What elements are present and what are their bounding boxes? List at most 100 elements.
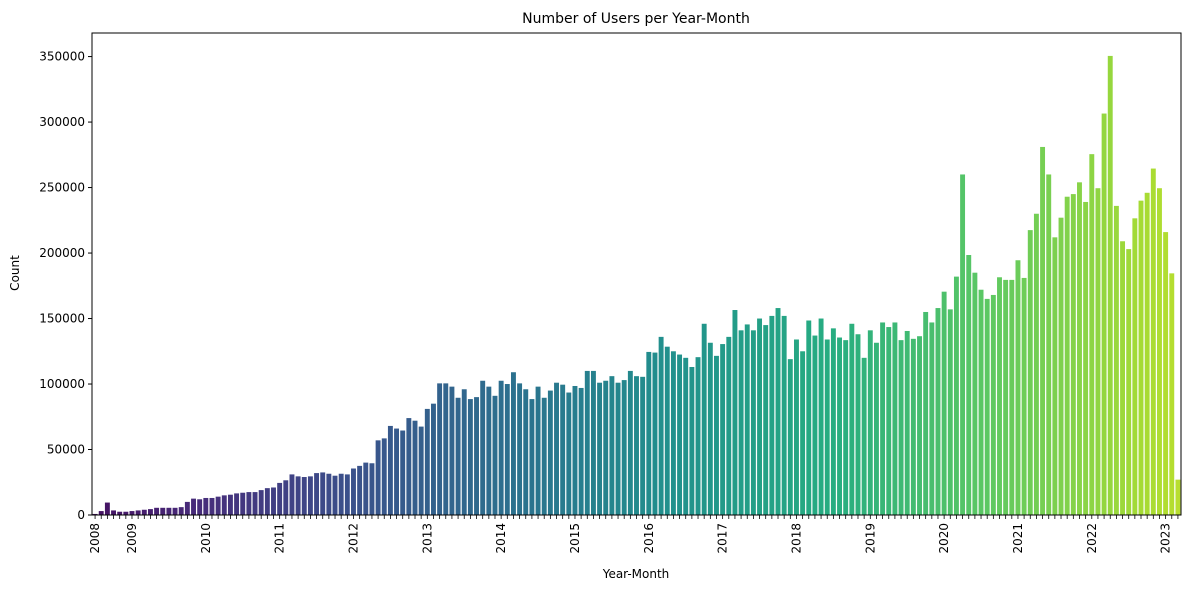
bar-75	[554, 382, 559, 515]
bar-55	[431, 403, 436, 515]
bar-36	[314, 473, 320, 515]
bar-134	[917, 336, 922, 515]
bar-82	[597, 382, 603, 515]
bar-94	[670, 351, 676, 515]
bar-151	[1021, 277, 1027, 515]
bar-106	[744, 324, 750, 515]
bar-142	[966, 255, 972, 515]
y-tick-label-2: 100000	[39, 377, 85, 391]
bar-172	[1150, 168, 1156, 515]
y-tick-label-5: 250000	[39, 181, 85, 195]
bar-50	[400, 430, 406, 515]
bar-58	[449, 386, 455, 515]
bar-166	[1113, 205, 1119, 515]
x-year-label-13: 2021	[1011, 523, 1025, 554]
bar-64	[486, 386, 492, 515]
bar-112	[781, 315, 787, 515]
bar-109	[763, 325, 769, 515]
x-year-label-3: 2011	[273, 523, 287, 554]
bar-147	[997, 277, 1002, 515]
bar-67	[504, 384, 510, 515]
bar-102	[720, 344, 726, 515]
bar-74	[547, 390, 553, 515]
bar-40	[338, 473, 344, 515]
bar-104	[732, 310, 738, 515]
bar-132	[904, 330, 910, 515]
bar-97	[689, 366, 695, 515]
bar-5	[123, 511, 129, 515]
bar-25	[246, 492, 252, 515]
bar-139	[947, 309, 953, 515]
bar-56	[437, 383, 443, 515]
bar-119	[824, 339, 830, 515]
bar-9	[147, 509, 153, 515]
y-tick-label-4: 200000	[39, 246, 85, 260]
bar-39	[332, 475, 338, 515]
bar-122	[843, 340, 849, 515]
bar-157	[1058, 217, 1064, 515]
bar-18	[203, 497, 209, 515]
bar-43	[357, 465, 363, 515]
bar-61	[467, 399, 473, 515]
x-year-label-1: 2009	[125, 523, 139, 554]
bar-28	[264, 488, 270, 515]
bar-27	[258, 490, 264, 515]
bar-76	[560, 384, 566, 515]
bar-37	[320, 472, 326, 515]
bar-115	[800, 351, 806, 515]
bar-11	[160, 507, 166, 515]
bar-103	[726, 336, 732, 515]
bar-146	[990, 294, 996, 515]
bar-145	[984, 298, 990, 515]
bar-126	[867, 330, 873, 515]
bar-159	[1070, 194, 1076, 515]
bar-171	[1144, 192, 1150, 516]
bar-69	[517, 383, 523, 515]
bar-95	[677, 354, 683, 515]
bar-154	[1040, 146, 1046, 515]
bar-107	[750, 330, 756, 515]
bar-117	[812, 335, 818, 515]
bar-32	[289, 474, 295, 515]
bar-0	[92, 513, 98, 515]
bar-90	[646, 351, 652, 515]
bar-31	[283, 480, 289, 515]
bar-89	[640, 376, 646, 515]
bar-140	[953, 276, 959, 515]
bar-23	[234, 493, 240, 515]
bar-98	[695, 357, 701, 515]
bar-148	[1003, 279, 1009, 515]
bar-86	[621, 380, 627, 515]
bar-78	[572, 385, 578, 515]
bar-79	[578, 387, 584, 515]
bar-22	[227, 494, 233, 515]
x-year-label-0: 2008	[88, 523, 102, 554]
bar-152	[1027, 230, 1033, 515]
bar-153	[1033, 213, 1039, 515]
bar-138	[941, 291, 947, 515]
bar-175	[1169, 273, 1175, 515]
bar-105	[738, 330, 744, 515]
bar-158	[1064, 196, 1070, 515]
bar-127	[873, 342, 879, 515]
bar-130	[892, 322, 898, 515]
x-year-label-4: 2012	[346, 523, 360, 554]
bar-128	[880, 322, 886, 515]
bar-17	[197, 499, 203, 515]
bar-85	[615, 382, 621, 515]
bar-125	[861, 357, 867, 515]
bar-124	[855, 334, 861, 515]
x-year-label-8: 2016	[642, 523, 656, 554]
bar-14	[178, 507, 184, 515]
bar-162	[1089, 154, 1095, 515]
bar-54	[424, 408, 430, 515]
x-year-label-10: 2018	[789, 523, 803, 554]
x-year-label-2: 2010	[199, 523, 213, 554]
bar-143	[972, 272, 978, 515]
bar-121	[837, 337, 842, 515]
bar-19	[209, 497, 215, 515]
bar-150	[1015, 260, 1021, 515]
bar-155	[1046, 174, 1052, 515]
